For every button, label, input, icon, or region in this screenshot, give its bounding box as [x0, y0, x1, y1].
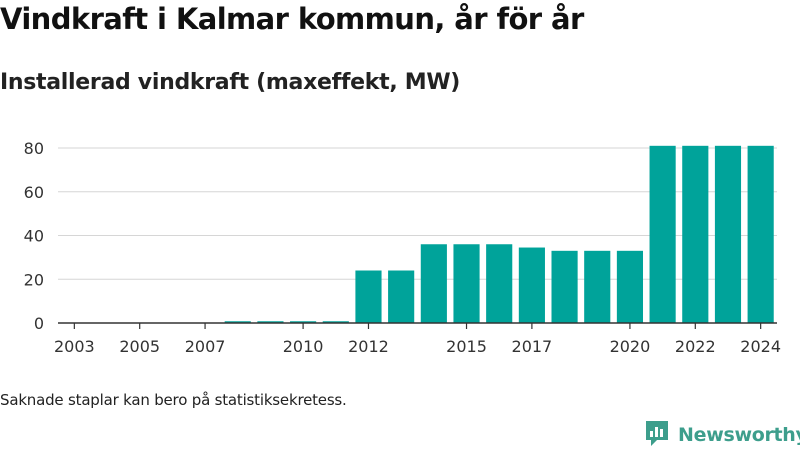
y-tick-label: 0 [34, 314, 44, 333]
x-tick-label: 2017 [512, 337, 553, 356]
bar-2010 [290, 321, 317, 323]
x-tick-label: 2012 [348, 337, 389, 356]
bar-chart: 2003 2005 2007 2010 2012 2015 2017 2020 2022 2024… [24, 139, 781, 356]
bar-2017 [518, 247, 545, 323]
bar-2009 [257, 321, 284, 323]
bar-2020 [616, 250, 644, 323]
y-tick-label: 20 [24, 270, 44, 289]
chart-title: Vindkraft i Kalmar kommun, år för år [0, 2, 584, 36]
chart-subtitle: Installerad vindkraft (maxeffekt, MW) [0, 70, 461, 95]
x-tick-label: 2007 [185, 337, 226, 356]
brand-logo[interactable]: Newsworthy [644, 421, 800, 449]
x-tick-label: 2022 [675, 337, 716, 356]
bar-2013 [388, 270, 415, 323]
y-tick-label: 80 [24, 139, 44, 158]
bar-2011 [322, 321, 349, 323]
x-tick-label: 2015 [446, 337, 487, 356]
x-tick-label: 2020 [610, 337, 651, 356]
bar-2018 [551, 250, 578, 323]
bar-2015 [453, 244, 480, 323]
y-tick-label: 60 [24, 183, 44, 202]
bar-2012 [355, 270, 382, 323]
bar-2019 [584, 250, 611, 323]
x-tick-label: 2024 [740, 337, 781, 356]
x-axis-ticks: 2003 2005 2007 2010 2012 2015 2017 2020 2022 2024 [54, 323, 781, 356]
bar-2022 [682, 145, 709, 323]
bar-2016 [486, 244, 513, 323]
bar-2024 [747, 145, 774, 323]
bar-2008 [224, 321, 251, 323]
bar-2014 [420, 244, 447, 323]
y-tick-label: 40 [24, 227, 44, 246]
bar-2023 [714, 145, 742, 323]
footnote: Saknade staplar kan bero på statistiksek… [0, 391, 347, 409]
brand-name: Newsworthy [678, 424, 800, 446]
x-tick-label: 2010 [283, 337, 324, 356]
newsworthy-logo-icon [644, 419, 670, 451]
y-axis-ticks: 0 20 40 60 80 [24, 139, 44, 333]
bar-2021 [649, 145, 676, 323]
bars [224, 145, 774, 323]
x-tick-label: 2005 [119, 337, 160, 356]
x-tick-label: 2003 [54, 337, 95, 356]
